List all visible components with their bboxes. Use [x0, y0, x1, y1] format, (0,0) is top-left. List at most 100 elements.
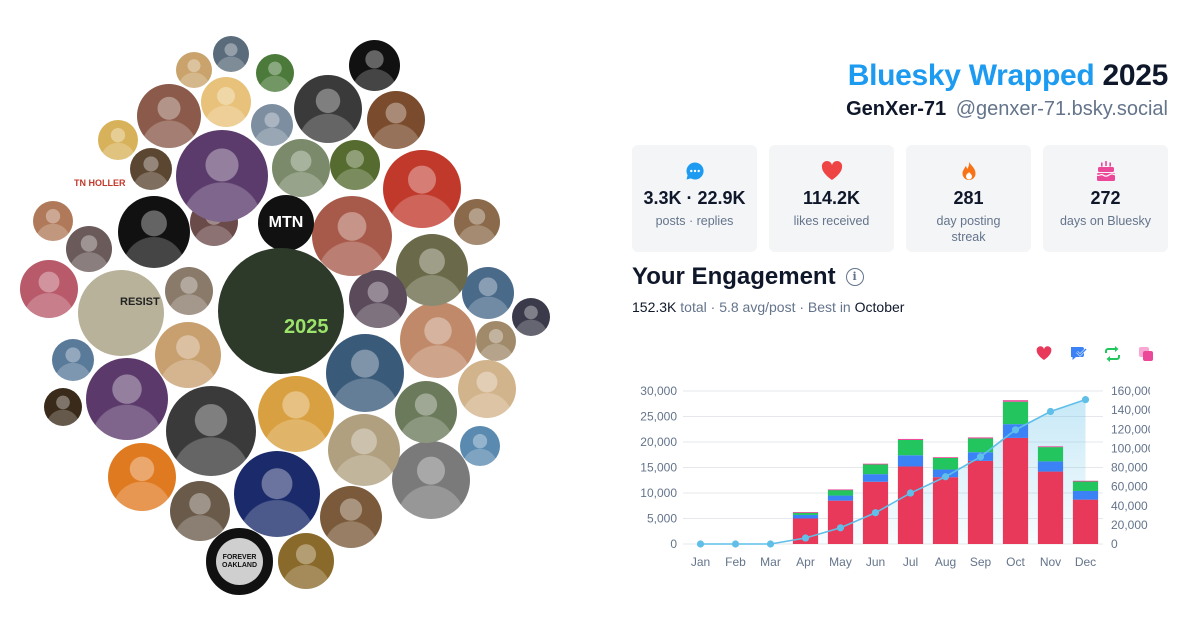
avatar-photo[interactable]: [454, 199, 500, 245]
stat-label-likes: likes received: [793, 214, 870, 228]
avatar-photo[interactable]: [460, 426, 500, 466]
avatar-photo[interactable]: [349, 40, 400, 91]
avatar-photo[interactable]: [383, 150, 461, 228]
stat-value-days: 272: [1090, 188, 1121, 208]
avatar-photo[interactable]: [320, 486, 382, 548]
bar-segment: [827, 489, 854, 496]
avatar-photo[interactable]: [396, 234, 468, 306]
avatar-photo[interactable]: [328, 414, 400, 486]
engagement-title-text: Your Engagement: [632, 263, 836, 290]
avatar-photo[interactable]: [272, 139, 330, 197]
chart-legend: [1036, 346, 1154, 362]
avatar-photo[interactable]: [86, 358, 168, 440]
stat-label-streak: day posting streak: [936, 214, 1001, 244]
avatar-photo[interactable]: [312, 196, 392, 276]
avatar-photo[interactable]: [400, 302, 476, 378]
bar-segment: [932, 457, 959, 458]
stat-card-likes: 114.2K likes received: [769, 145, 894, 252]
avatar-resist[interactable]: RESIST: [78, 270, 164, 356]
avatar-photo[interactable]: [170, 481, 230, 541]
stats-row: 3.3K · 22.9K posts · replies 114.2K like…: [632, 145, 1168, 252]
avatar-oakland[interactable]: FOREVER OAKLAND: [206, 528, 273, 595]
avatar-photo[interactable]: [137, 84, 201, 148]
avatar-mtn[interactable]: MTN: [258, 195, 314, 251]
bar-segment: [1037, 446, 1064, 448]
engagement-chart: 0 5,000 10,000 15,000 20,000 25,000 30,000 0 20,…: [640, 384, 1150, 569]
avatar-photo[interactable]: [367, 91, 425, 149]
bar-segment: [932, 457, 959, 470]
avatar-photo[interactable]: [44, 388, 82, 426]
avatar-mtn-label: MTN: [268, 214, 304, 231]
avatar-photo[interactable]: [166, 386, 256, 476]
avatar-photo[interactable]: [165, 267, 213, 315]
avatar-photo[interactable]: [108, 443, 176, 511]
y-tick-left: 5,000: [647, 512, 677, 526]
info-icon[interactable]: i: [845, 268, 864, 286]
avatar-photo[interactable]: [458, 360, 516, 418]
bar-segment: [897, 438, 924, 440]
avatar-resist-label: RESIST: [120, 296, 160, 308]
avatar-photo[interactable]: [392, 441, 470, 519]
avatar-photo[interactable]: [476, 321, 516, 361]
avatar-photo[interactable]: [118, 196, 190, 268]
avatar-photo[interactable]: [201, 77, 251, 127]
bar-segment: [792, 512, 819, 515]
engagement-best-label: Best in: [807, 299, 851, 315]
bar-segment: [862, 474, 889, 482]
avatar-photo[interactable]: [234, 451, 320, 537]
flame-icon: [906, 160, 1031, 182]
avatar-photo[interactable]: [256, 54, 294, 92]
bar-segment: [827, 500, 854, 544]
avatar-tn-holler[interactable]: TN HOLLER: [74, 178, 126, 192]
avatar-photo[interactable]: [294, 75, 362, 143]
avatar-photo[interactable]: [213, 36, 249, 72]
user-handle[interactable]: @genxer-71.bsky.social: [955, 98, 1168, 120]
y-tick-right: 120,000: [1111, 422, 1150, 436]
user-line: GenXer-71 @genxer-71.bsky.social: [846, 96, 1168, 122]
avatar-photo[interactable]: [130, 148, 172, 190]
y-tick-left: 25,000: [640, 410, 677, 424]
avatar-photo[interactable]: [33, 201, 73, 241]
avatar-2025[interactable]: 2025: [218, 248, 344, 374]
avatar-photo[interactable]: [278, 533, 334, 589]
quote-icon[interactable]: [1138, 346, 1154, 362]
y-tick-right: 100,000: [1111, 441, 1150, 455]
bar-segment: [1072, 481, 1099, 491]
avatar-photo[interactable]: [155, 322, 221, 388]
x-tick-label: Jul: [903, 555, 918, 569]
avatar-photo[interactable]: [52, 339, 94, 381]
stat-card-days: 272 days on Bluesky: [1043, 145, 1168, 252]
x-tick-label: Nov: [1040, 555, 1061, 569]
cumulative-point: [1011, 426, 1020, 434]
engagement-summary: 152.3K total · 5.8 avg/post · Best in Oc…: [632, 299, 905, 315]
bar-segment: [827, 489, 854, 491]
avatar-photo[interactable]: [176, 130, 268, 222]
avatar-photo[interactable]: [98, 120, 138, 160]
reply-icon[interactable]: [1070, 346, 1087, 362]
heart-icon[interactable]: [1036, 346, 1052, 362]
y-tick-right: 160,000: [1111, 384, 1150, 398]
bar-segment: [1072, 499, 1099, 544]
avatar-photo[interactable]: [176, 52, 212, 88]
avatar-photo[interactable]: [258, 376, 334, 452]
y-tick-right: 20,000: [1111, 518, 1148, 532]
avatar-photo[interactable]: [395, 381, 457, 443]
bar-segment: [827, 495, 854, 501]
y-tick-right: 0: [1111, 537, 1118, 551]
repost-icon[interactable]: [1104, 346, 1120, 362]
title-year: 2025: [1102, 59, 1168, 92]
avatar-photo[interactable]: [66, 226, 112, 272]
avatar-photo[interactable]: [251, 104, 293, 146]
cumulative-point: [696, 540, 705, 548]
avatar-photo[interactable]: [462, 267, 514, 319]
header: Bluesky Wrapped 2025 GenXer-71 @genxer-7…: [846, 58, 1168, 122]
avatar-photo[interactable]: [512, 298, 550, 336]
bar-segment: [1002, 437, 1029, 544]
cumulative-point: [731, 540, 740, 548]
avatar-photo[interactable]: [349, 270, 407, 328]
avatar-photo[interactable]: [326, 334, 404, 412]
avatar-photo[interactable]: [330, 140, 380, 190]
bar-segment: [792, 514, 819, 519]
page-title: Bluesky Wrapped 2025: [846, 58, 1169, 94]
avatar-photo[interactable]: [20, 260, 78, 318]
